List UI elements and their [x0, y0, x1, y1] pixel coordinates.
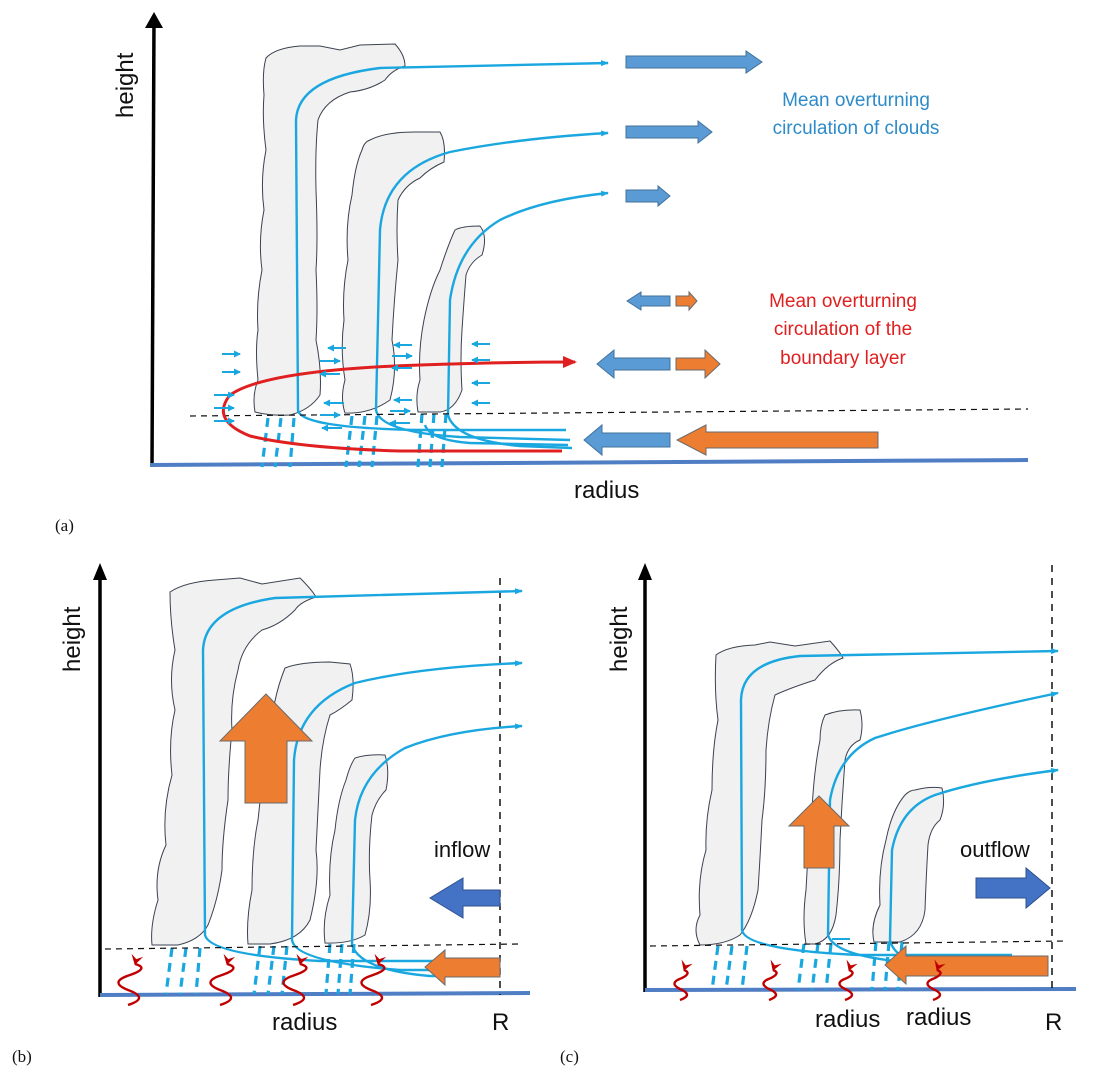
ground-surface — [149, 458, 1029, 467]
axis-arrowhead-icon — [93, 563, 107, 580]
bl-inflow-arrow-large — [583, 423, 671, 457]
panel-b: height radius R (b) inflow — [12, 563, 531, 1066]
updraft-dashes-b — [164, 943, 356, 995]
boundary-layer-annotation: Mean overturning circulation of the boun… — [769, 291, 917, 369]
outflow-arrow — [975, 866, 1051, 910]
svg-text:Mean overturning: Mean overturning — [782, 90, 930, 111]
cloud-outflow-arrow-small — [625, 184, 671, 208]
boundary-layer-top — [649, 940, 1069, 947]
panel-label: (b) — [12, 1047, 32, 1066]
ground-surface — [99, 991, 531, 997]
boundary-r-label: R — [492, 1009, 509, 1036]
cloud-medium — [341, 131, 445, 414]
surface-flux-arrows — [673, 959, 946, 1002]
streamline-middle — [826, 691, 1059, 965]
flow-label: inflow — [434, 837, 490, 862]
x-axis-label: radius — [815, 1006, 880, 1033]
streamline-lower — [446, 190, 609, 450]
y-axis-label: height — [606, 606, 633, 672]
streamline-middle — [290, 660, 523, 972]
updraft-dashes-c — [710, 941, 904, 991]
ground-surface — [644, 987, 1077, 992]
bl-inflow-arrow-orange-large — [675, 424, 879, 456]
panel-a: height radius (a) — [55, 12, 1029, 535]
boundary-r-label: R — [1045, 1009, 1062, 1036]
axis-arrowhead-icon — [145, 12, 163, 28]
panel-c: height radius radius R (c) outflow — [560, 563, 1077, 1066]
flow-label: outflow — [960, 837, 1030, 862]
axis-arrowhead-icon — [638, 563, 652, 580]
small-flow-arrows — [214, 340, 490, 432]
bl-circulation-curve — [221, 356, 577, 453]
y-axis-label: height — [112, 52, 139, 118]
cloud-short — [872, 786, 945, 943]
bl-outflow-arrow-medium — [675, 348, 721, 380]
bl-inflow-arrow — [424, 948, 501, 987]
streamline-upper — [201, 588, 523, 963]
x-axis-label-secondary: radius — [906, 1004, 971, 1031]
streamline-middle — [374, 130, 609, 442]
bl-inflow-arrow — [884, 944, 1049, 986]
cloud-outflow-arrow-medium — [625, 119, 713, 145]
panel-label: (a) — [55, 516, 74, 535]
svg-text:boundary layer: boundary layer — [780, 348, 906, 369]
cloud-tall — [253, 43, 406, 416]
panel-label: (c) — [560, 1047, 579, 1066]
height-axis — [150, 17, 156, 468]
bl-outflow-arrow-small — [675, 290, 698, 312]
streamline-upper — [294, 60, 609, 432]
cloud-tall — [151, 577, 317, 946]
x-axis-label: radius — [574, 477, 639, 504]
updraft-dashes-a — [260, 413, 448, 468]
clouds-annotation: Mean overturning circulation of clouds — [773, 90, 940, 139]
bl-inflow-arrow-small — [626, 291, 671, 311]
cloud-tall — [695, 640, 844, 946]
bl-inflow-arrow-medium — [596, 348, 671, 380]
streamline-lower — [350, 723, 523, 978]
surface-flux-arrows — [117, 953, 387, 1007]
svg-text:Mean overturning: Mean overturning — [769, 291, 917, 312]
cloud-short — [323, 754, 389, 944]
svg-text:circulation of the: circulation of the — [774, 319, 912, 340]
x-axis-label: radius — [272, 1009, 337, 1036]
boundary-layer-top — [189, 408, 1029, 417]
updraft-mass-flux-arrow — [218, 693, 314, 804]
boundary-layer-top — [104, 943, 521, 950]
inflow-arrow — [429, 877, 501, 919]
cloud-outflow-arrow-large — [625, 50, 763, 74]
streamline-low-lower — [423, 424, 569, 447]
updraft-mass-flux-arrow — [787, 795, 851, 869]
streamline-upper — [739, 648, 1059, 957]
y-axis-label: height — [59, 606, 86, 672]
svg-text:circulation of clouds: circulation of clouds — [773, 118, 940, 139]
